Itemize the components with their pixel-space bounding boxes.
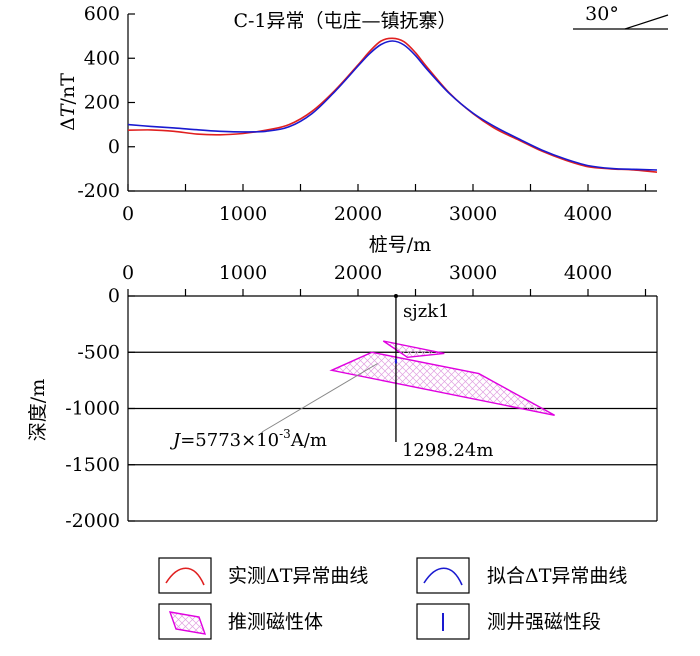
legend-swatch-box (158, 557, 212, 594)
borehole-name: sjzk1 (403, 301, 450, 322)
borehole-sjzk1: sjzk1 1298.24m (393, 294, 494, 461)
legend-item-fitted: 拟合ΔT异常曲线 (416, 557, 627, 594)
magnetic-body-swatch (168, 611, 207, 635)
legend-label: 测井强磁性段 (487, 611, 601, 633)
section-grid (128, 351, 657, 466)
inferred-magnetic-body (329, 351, 555, 416)
y-tick-label: 200 (84, 92, 120, 114)
strike-indicator: 30° (573, 3, 669, 30)
legend-label: 实测ΔT异常曲线 (228, 565, 368, 587)
y-tick-label: 600 (84, 3, 120, 25)
y-tick-label: -500 (77, 341, 120, 363)
legend-label: 拟合ΔT异常曲线 (487, 565, 627, 587)
y-tick-label: 400 (84, 47, 120, 69)
section-y-ticks: 0 -500 -1000 -1500 -2000 (65, 285, 135, 532)
x-tick-label: 4000 (564, 203, 612, 225)
profile-title: C-1异常（屯庄—镇抚寨） (233, 10, 456, 32)
x-tick-label: 0 (122, 262, 134, 284)
legend-label: 推测磁性体 (228, 611, 323, 633)
y-tick-label: -200 (77, 180, 120, 202)
strike-angle: 30° (585, 3, 619, 25)
y-tick-label: 0 (108, 136, 120, 158)
profile-y-label: ΔT/nT (57, 73, 79, 131)
section-frame: 0 1000 2000 3000 4000 0 -500 -1000 -1500 -2000 (65, 262, 658, 532)
section-panel: 0 1000 2000 3000 4000 0 -500 -1000 -1500 -2000 s… (27, 262, 658, 532)
x-tick-label: 2000 (334, 203, 382, 225)
measured-anomaly-curve (127, 37, 658, 173)
y-tick-label: -1500 (65, 454, 120, 476)
x-tick-label: 1000 (219, 203, 267, 225)
inferred-magnetic-body (382, 340, 445, 359)
legend-swatch-box (416, 557, 470, 594)
y-tick-label: 0 (108, 285, 120, 307)
fitted-curve-swatch (423, 567, 463, 586)
profile-y-ticks: 600 400 200 0 -200 (77, 3, 135, 202)
borehole-depth-label: 1298.24m (402, 440, 494, 461)
section-y-label: 深度/m (27, 379, 49, 441)
x-tick-label: 1000 (219, 262, 267, 284)
magnetic-bodies (329, 340, 555, 416)
y-tick-label: -2000 (65, 510, 120, 532)
fitted-anomaly-curve (127, 40, 658, 171)
profile-x-label: 桩号/m (369, 234, 431, 256)
x-tick-label: 2000 (334, 262, 382, 284)
legend-item-measured: 实测ΔT异常曲线 (158, 557, 368, 594)
magnetization-annotation: J=5773×10-3A/m (169, 363, 378, 451)
borehole-collar (393, 294, 398, 298)
x-tick-label: 4000 (564, 262, 612, 284)
legend-item-body: 推测磁性体 (158, 603, 323, 640)
legend-item-borehole: 测井强磁性段 (416, 603, 601, 640)
section-x-ticks: 0 1000 2000 3000 4000 (122, 262, 647, 296)
legend: 实测ΔT异常曲线 拟合ΔT异常曲线 推测磁性体 测井强磁性段 (158, 557, 627, 640)
annotation-leader-line (261, 363, 378, 433)
y-tick-label: -1000 (65, 398, 120, 420)
measured-curve-swatch (165, 567, 205, 586)
x-tick-label: 0 (122, 203, 134, 225)
annotation-text: J=5773×10-3A/m (169, 427, 327, 451)
profile-x-ticks: 0 1000 2000 3000 4000 (122, 184, 647, 225)
profile-series (127, 37, 658, 173)
x-tick-label: 3000 (449, 262, 497, 284)
x-tick-label: 3000 (449, 203, 497, 225)
strike-direction-line (624, 14, 669, 30)
